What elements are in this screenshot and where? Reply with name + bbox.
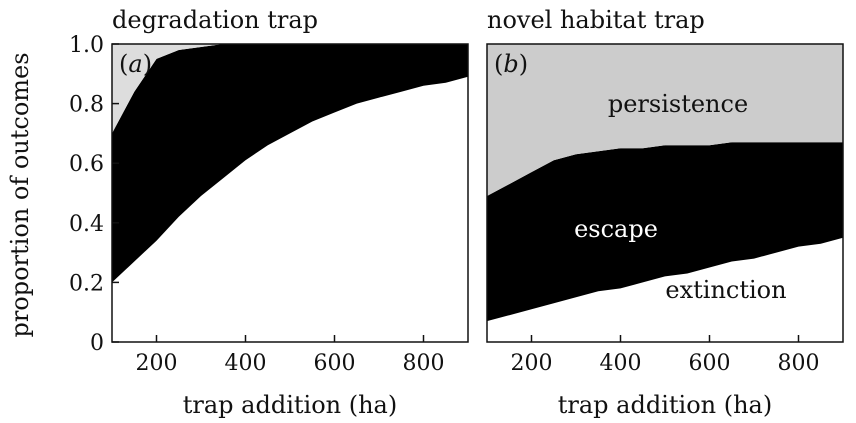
x-tick-label: 600 xyxy=(314,351,356,376)
x-tick-label: 200 xyxy=(511,351,553,376)
panel-title: novel habitat trap xyxy=(487,6,705,34)
x-tick-label: 400 xyxy=(600,351,642,376)
panel-label: (a) xyxy=(119,50,152,78)
y-axis-label: proportion of outcomes xyxy=(6,52,34,337)
x-tick-label: 800 xyxy=(403,351,445,376)
x-tick-label: 800 xyxy=(778,351,820,376)
area-escape xyxy=(487,142,843,322)
x-axis-label: trap addition (ha) xyxy=(183,391,397,419)
x-axis-label: trap addition (ha) xyxy=(558,391,772,419)
x-tick-label: 400 xyxy=(225,351,267,376)
plot-frame xyxy=(111,43,469,343)
region-label-persistence: persistence xyxy=(608,90,748,118)
y-tick-label: 0.2 xyxy=(69,271,104,296)
area-layers xyxy=(487,44,843,342)
x-tick-label: 200 xyxy=(136,351,178,376)
panel-label: (b) xyxy=(494,50,528,78)
panel-title: degradation trap xyxy=(112,6,318,34)
y-tick-label: 0.4 xyxy=(69,212,104,237)
area-persistence xyxy=(112,44,468,134)
area-escape xyxy=(112,44,468,283)
x-tick-label: 600 xyxy=(689,351,731,376)
panel-a: degradation trap (a) 200 400 600 800 0 0.2 0.4 0.… xyxy=(69,6,469,419)
y-tick-label: 0 xyxy=(90,331,104,356)
area-extinction xyxy=(487,237,843,342)
area-layers xyxy=(112,44,468,342)
region-label-extinction: extinction xyxy=(665,276,786,304)
area-persistence xyxy=(487,44,843,196)
y-tick-label: 0.8 xyxy=(69,93,104,118)
region-label-escape: escape xyxy=(574,215,658,243)
plot-frame xyxy=(486,43,844,343)
y-tick-label: 1.0 xyxy=(69,33,104,58)
y-tick-label: 0.6 xyxy=(69,152,104,177)
area-extinction xyxy=(112,76,468,342)
